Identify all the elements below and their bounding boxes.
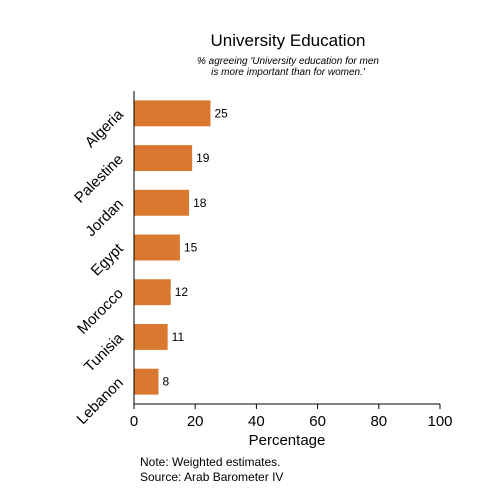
chart-title: University Education (211, 31, 366, 50)
data-label-lebanon: 8 (162, 375, 169, 389)
data-label-tunisia: 11 (172, 330, 185, 344)
data-label-egypt: 15 (184, 241, 198, 255)
chart-subtitle-line-1: % agreeing 'University education for men (197, 56, 379, 67)
data-labels-group: 25 19 18 15 12 11 8 (162, 106, 228, 388)
category-label-palestine: Palestine (71, 151, 127, 207)
data-label-morocco: 12 (175, 285, 189, 299)
chart-subtitle-line-2: is more important than for women.' (211, 67, 366, 78)
x-axis-label: Percentage (249, 432, 326, 449)
bar-algeria (134, 100, 211, 127)
x-ticks-group: 0 20 40 60 80 100 (130, 404, 453, 430)
x-tick-label-80: 80 (370, 413, 387, 430)
data-label-palestine: 19 (196, 151, 210, 165)
x-tick-label-100: 100 (427, 413, 452, 430)
data-label-jordan: 18 (193, 196, 207, 210)
bar-egypt (134, 234, 180, 261)
bar-tunisia (134, 323, 168, 350)
category-label-morocco: Morocco (74, 285, 127, 338)
x-tick-label-60: 60 (309, 413, 326, 430)
x-tick-label-20: 20 (187, 413, 204, 430)
note-text: Note: Weighted estimates. (140, 455, 281, 469)
source-text: Source: Arab Barometer IV (140, 470, 283, 484)
x-tick-label-0: 0 (130, 413, 138, 430)
category-label-algeria: Algeria (82, 106, 128, 152)
bars-group (134, 100, 211, 395)
bar-jordan (134, 189, 190, 216)
bar-lebanon (134, 368, 159, 395)
category-label-lebanon: Lebanon (74, 374, 127, 427)
x-tick-label-40: 40 (248, 413, 265, 430)
data-label-algeria: 25 (215, 106, 229, 120)
bar-morocco (134, 279, 171, 306)
bar-palestine (134, 145, 193, 172)
category-label-egypt: Egypt (88, 240, 128, 280)
category-label-tunisia: Tunisia (81, 329, 127, 375)
category-label-jordan: Jordan (82, 196, 126, 240)
